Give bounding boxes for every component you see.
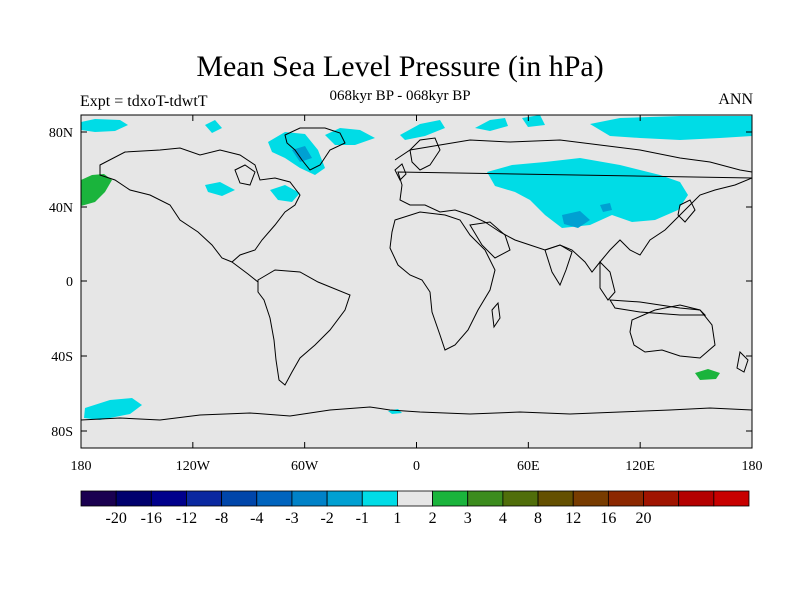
lon-tick-label: 120E: [625, 459, 655, 474]
colorbar-label: 12: [565, 510, 581, 527]
lon-tick-label: 60W: [291, 459, 319, 474]
coast-greenland: [284, 127, 346, 171]
lon-tick-label: 0: [413, 459, 420, 474]
lat-tick-label: 80S: [51, 425, 73, 440]
blue-anomaly-baffin: [292, 146, 312, 162]
coast-north-america: [99, 147, 301, 263]
chart-subtitle: 068kyr BP - 068kyr BP: [329, 88, 471, 104]
anomaly-fills: [81, 115, 752, 420]
green-anomaly-south-pacific: [695, 369, 720, 380]
colorbar-label: -2: [320, 510, 333, 527]
cyan-anomaly-laptev: [522, 115, 545, 127]
colorbar-label: 4: [499, 510, 507, 527]
longitude-axis: 180 120W 60W 0 60E 120E 180: [71, 115, 763, 474]
cyan-anomaly-arctic-west: [81, 119, 128, 132]
colorbar-label: -16: [141, 510, 162, 527]
experiment-label: Expt = tdxoT-tdwtT: [80, 93, 208, 110]
green-anomaly-aleutian: [81, 174, 112, 206]
coast-arabia: [469, 221, 511, 259]
colorbar-label: -4: [250, 510, 263, 527]
cyan-anomaly-arctic-small: [205, 120, 222, 133]
cyan-anomaly-asia: [487, 158, 688, 228]
blue-anomaly-tibet: [562, 211, 590, 228]
colorbar-label: 3: [464, 510, 472, 527]
colorbar-swatch: [537, 490, 574, 507]
colorbar-swatch: [80, 490, 117, 507]
chart-title: Mean Sea Level Pressure (in hPa): [196, 50, 604, 83]
blue-anomaly-siberia: [600, 203, 612, 212]
lat-tick-label: 80N: [49, 126, 73, 141]
season-label: ANN: [718, 91, 753, 108]
coast-south-america: [257, 269, 351, 386]
colorbar-label: -1: [356, 510, 369, 527]
colorbar-swatch: [432, 490, 469, 507]
coast-british-isles: [394, 163, 407, 181]
colorbar-label: 16: [600, 510, 616, 527]
colorbar-swatch: [186, 490, 223, 507]
colorbar-label: 20: [636, 510, 652, 527]
colorbar-label: 8: [534, 510, 542, 527]
colorbar-swatch: [397, 490, 433, 507]
lon-tick-label: 180: [742, 459, 763, 474]
coast-india: [544, 244, 573, 287]
coast-africa: [389, 211, 496, 351]
coast-scandinavia: [409, 137, 441, 171]
colorbar-swatch: [678, 490, 715, 507]
colorbar-label: -12: [176, 510, 197, 527]
colorbar-swatch: [643, 490, 680, 507]
colorbar-swatch: [713, 490, 750, 507]
coast-hudson-bay: [234, 164, 256, 186]
colorbar-label: 2: [429, 510, 437, 527]
colorbar-label: 1: [393, 510, 401, 527]
colorbar-swatch: [502, 490, 539, 507]
colorbar: -20 -16 -12 -8 -4 -3 -2 -1 1 2 3 4 8 12 16 20: [80, 490, 750, 527]
colorbar-label: -3: [285, 510, 298, 527]
coast-eurasia: [394, 139, 752, 273]
latitude-axis: 80N 40N 0 40S 80S: [49, 126, 752, 440]
colorbar-swatch: [291, 490, 328, 507]
cyan-anomaly-hudson: [205, 182, 235, 196]
cyan-anomaly-siberia-coast: [590, 116, 752, 140]
cyan-anomaly-labrador: [270, 185, 300, 202]
coast-japan: [677, 199, 696, 223]
lon-tick-label: 60E: [517, 459, 540, 474]
map-background: [81, 115, 752, 448]
colorbar-swatch: [221, 490, 258, 507]
colorbar-swatch: [467, 490, 504, 507]
coast-central-america: [231, 261, 259, 283]
colorbar-label: -20: [105, 510, 126, 527]
coast-new-zealand: [736, 350, 749, 373]
colorbar-swatch: [607, 490, 644, 507]
cyan-anomaly-southern-ocean-west: [84, 398, 142, 420]
lat-tick-label: 40N: [49, 201, 73, 216]
colorbar-swatch: [150, 490, 187, 507]
coast-southeast-asia: [599, 260, 616, 301]
coast-antarctica: [81, 406, 752, 421]
coast-australia: [629, 304, 716, 359]
colorbar-swatch: [256, 490, 293, 507]
cyan-anomaly-kara: [475, 118, 508, 131]
colorbar-swatch: [361, 490, 398, 507]
cyan-anomaly-barents: [400, 120, 445, 140]
colorbar-swatch: [572, 490, 609, 507]
colorbar-label: -8: [215, 510, 228, 527]
lat-tick-label: 0: [66, 275, 73, 290]
colorbar-swatch: [115, 490, 152, 507]
coast-madagascar: [491, 301, 501, 329]
lat-tick-label: 40S: [51, 350, 73, 365]
coastlines: [81, 127, 752, 421]
lon-tick-label: 180: [71, 459, 92, 474]
lon-tick-label: 120W: [176, 459, 211, 474]
colorbar-swatch: [326, 490, 363, 507]
